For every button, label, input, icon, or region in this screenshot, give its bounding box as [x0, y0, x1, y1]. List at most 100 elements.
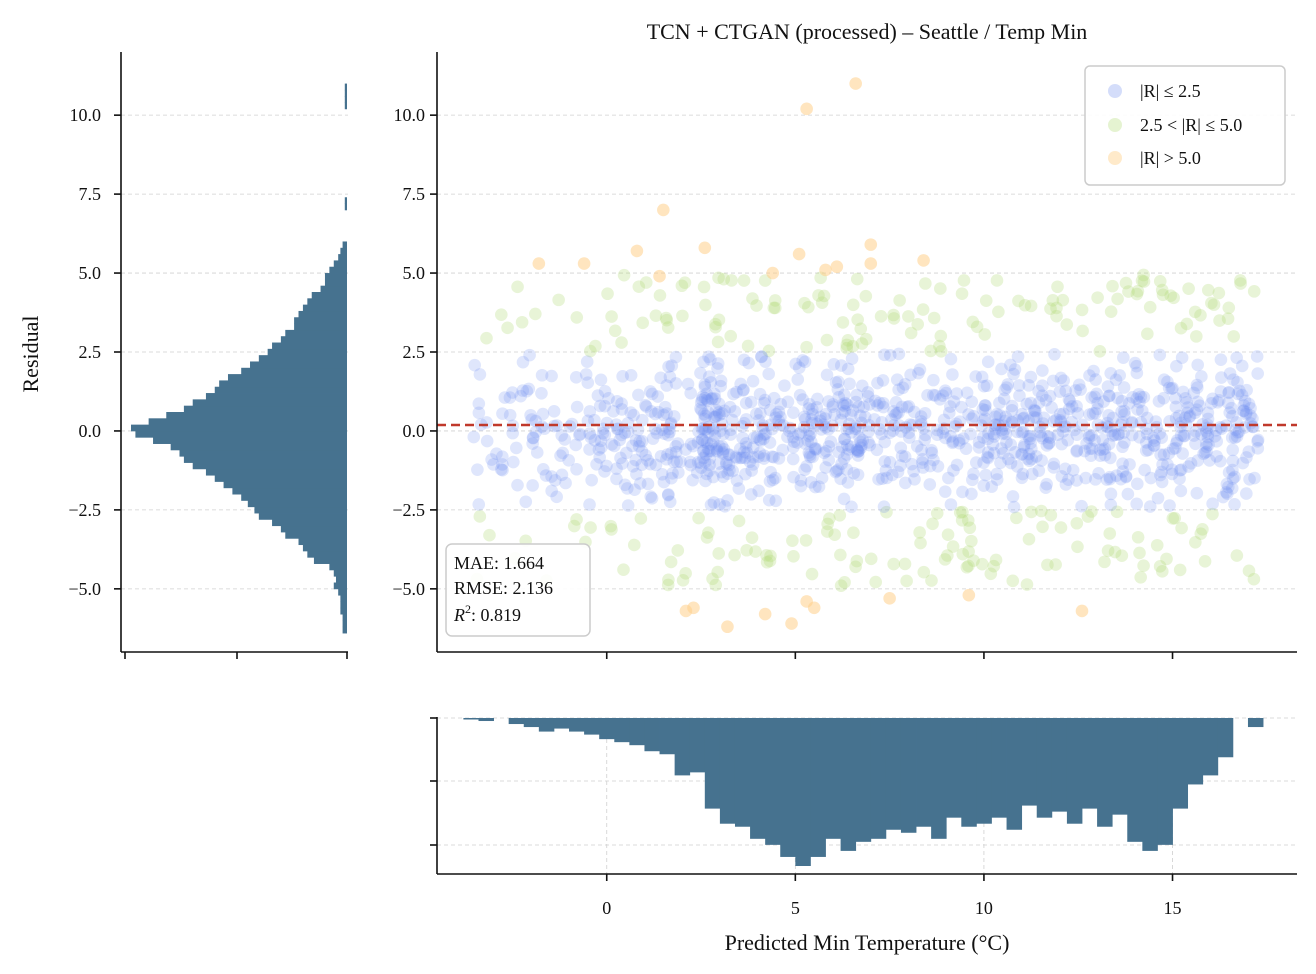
scatter-point-low: [715, 439, 729, 453]
scatter-point-mid: [914, 536, 927, 550]
scatter-point-low: [692, 425, 705, 438]
scatter-point-low: [663, 370, 677, 384]
scatter-point-low: [661, 428, 675, 442]
scatter-point-mid: [834, 579, 848, 592]
scatter-point-low: [783, 424, 796, 438]
scatter-point-mid: [1050, 301, 1063, 315]
scatter-point-mid: [711, 565, 725, 579]
scatter-point-low: [1079, 471, 1093, 485]
scatter-point-low: [1103, 389, 1116, 403]
scatter-point-mid: [1143, 300, 1157, 314]
scatter-point-low: [889, 396, 903, 409]
scatter-point-low: [635, 458, 649, 472]
scatter-point-low: [472, 406, 486, 420]
scatter-point-low: [633, 435, 646, 448]
scatter-point-low: [661, 488, 675, 502]
scatter-point-low: [977, 414, 990, 427]
scatter-point-mid: [760, 549, 773, 562]
scatter-point-low: [555, 468, 569, 482]
scatter-point-low: [987, 430, 1001, 443]
scatter-point-low: [801, 434, 814, 447]
prediction-hist-bar: [1066, 718, 1083, 824]
residual-hist-bar: [148, 418, 347, 426]
scatter-point-low: [832, 375, 845, 389]
scatter-point-mid: [934, 282, 947, 295]
scatter-point-mid: [1155, 283, 1169, 297]
residual-hist-bar: [250, 361, 347, 369]
scatter-point-low: [808, 443, 822, 456]
scatter-point-high: [962, 588, 976, 602]
scatter-point-low: [737, 445, 751, 459]
scatter-point-low: [535, 386, 548, 400]
scatter-point-low: [696, 433, 709, 446]
scatter-point-low: [1170, 436, 1183, 450]
scatter-point-mid: [828, 528, 842, 542]
scatter-point-low: [820, 368, 834, 382]
scatter-point-low: [713, 440, 726, 453]
scatter-point-low: [724, 428, 737, 441]
scatter-point-mid: [1106, 279, 1119, 293]
scatter-point-low: [593, 399, 607, 413]
scatter-point-low: [700, 387, 713, 401]
scatter-point-low: [1248, 471, 1261, 485]
scatter-point-low: [1056, 420, 1070, 433]
scatter-point-mid: [941, 528, 955, 542]
residual-hist-bar: [183, 456, 347, 463]
scatter-point-mid: [1075, 303, 1089, 317]
scatter-point-low: [989, 418, 1003, 432]
scatter-point-low: [1166, 381, 1179, 395]
scatter-point-low: [1088, 433, 1101, 447]
scatter-point-high: [721, 620, 734, 634]
scatter-point-low: [1016, 467, 1030, 481]
scatter-point-low: [794, 426, 808, 439]
scatter-point-low: [739, 396, 753, 410]
scatter-point-low: [1189, 425, 1203, 438]
scatter-point-low: [669, 377, 683, 390]
scatter-point-low: [902, 399, 916, 413]
scatter-point-mid: [678, 276, 692, 289]
scatter-point-low: [1098, 442, 1112, 455]
scatter-point-low: [1104, 487, 1118, 501]
scatter-point-low: [1058, 420, 1072, 433]
scatter-point-low: [1154, 468, 1167, 482]
residual-hist-bar: [333, 582, 347, 590]
scatter-point-mid: [604, 519, 618, 533]
scatter-point-low: [975, 419, 988, 432]
scatter-point-low: [977, 379, 991, 393]
scatter-point-low: [1201, 406, 1215, 420]
scatter-point-low: [1007, 367, 1020, 381]
scatter-point-low: [755, 350, 768, 364]
scatter-point-low: [886, 424, 900, 438]
scatter-point-low: [895, 449, 909, 463]
scatter-point-low: [662, 488, 675, 501]
scatter-point-low: [883, 426, 897, 439]
scatter-point-mid: [1150, 538, 1164, 552]
scatter-point-low: [1130, 392, 1143, 405]
scatter-point-low: [507, 455, 520, 469]
scatter-point-low: [610, 472, 623, 486]
scatter-point-low: [569, 371, 583, 384]
scatter-point-mid: [617, 268, 631, 282]
main-y-tick-label: 5.0: [403, 263, 426, 283]
scatter-point-low: [569, 438, 583, 452]
scatter-point-low: [791, 373, 805, 386]
scatter-point-mid: [1164, 289, 1178, 303]
scatter-point-low: [915, 456, 929, 469]
residual-hist-bar: [344, 96, 347, 103]
scatter-point-mid: [712, 271, 725, 285]
legend-label-high: |R| > 5.0: [1140, 148, 1201, 168]
r2-symbol: R: [453, 605, 465, 625]
scatter-point-low: [1122, 396, 1136, 410]
scatter-point-low: [1118, 436, 1131, 449]
scatter-point-low: [628, 483, 641, 497]
scatter-point-low: [803, 397, 816, 411]
scatter-point-low: [698, 412, 711, 426]
prediction-hist-bar: [704, 718, 721, 809]
main-y-tick-label: 2.5: [403, 342, 426, 362]
scatter-point-low: [670, 455, 684, 468]
scatter-point-low: [1170, 359, 1183, 373]
scatter-point-low: [1036, 379, 1049, 392]
scatter-point-low: [1114, 418, 1128, 432]
scatter-point-low: [1139, 436, 1153, 449]
